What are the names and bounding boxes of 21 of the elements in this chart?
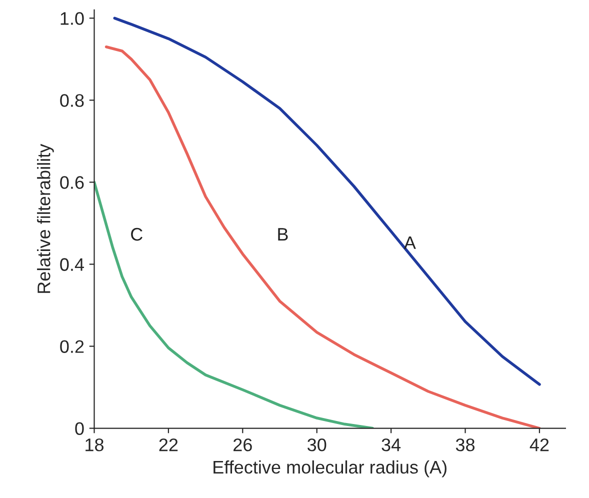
x-tick-label: 18 (86, 438, 104, 452)
x-tick-label: 26 (234, 438, 252, 452)
x-tick-label: 38 (456, 438, 475, 452)
x-tick-label: 30 (308, 438, 326, 452)
line-series (113, 16, 541, 386)
y-tick-label: 0.6 (60, 176, 84, 189)
text: B (278, 228, 288, 241)
y-tick-label: 0.8 (60, 94, 84, 107)
x-tick-label: 22 (159, 438, 178, 452)
series-label: C (131, 228, 142, 241)
x-tick-label: 34 (382, 438, 401, 452)
y-tick-label: 0.2 (60, 340, 84, 353)
line-series (104, 45, 541, 428)
series-label: A (404, 236, 416, 249)
y-tick-label: 0.4 (60, 258, 84, 271)
y-tick-label: 0 (75, 422, 84, 435)
x-axis-title: Effective molecular radius (A) (214, 460, 446, 478)
line-series (94, 180, 374, 428)
y-axis-title: Relative filterability (37, 144, 54, 293)
x-tick-label: 42 (530, 438, 549, 452)
y-tick-label: 1.0 (60, 12, 84, 25)
